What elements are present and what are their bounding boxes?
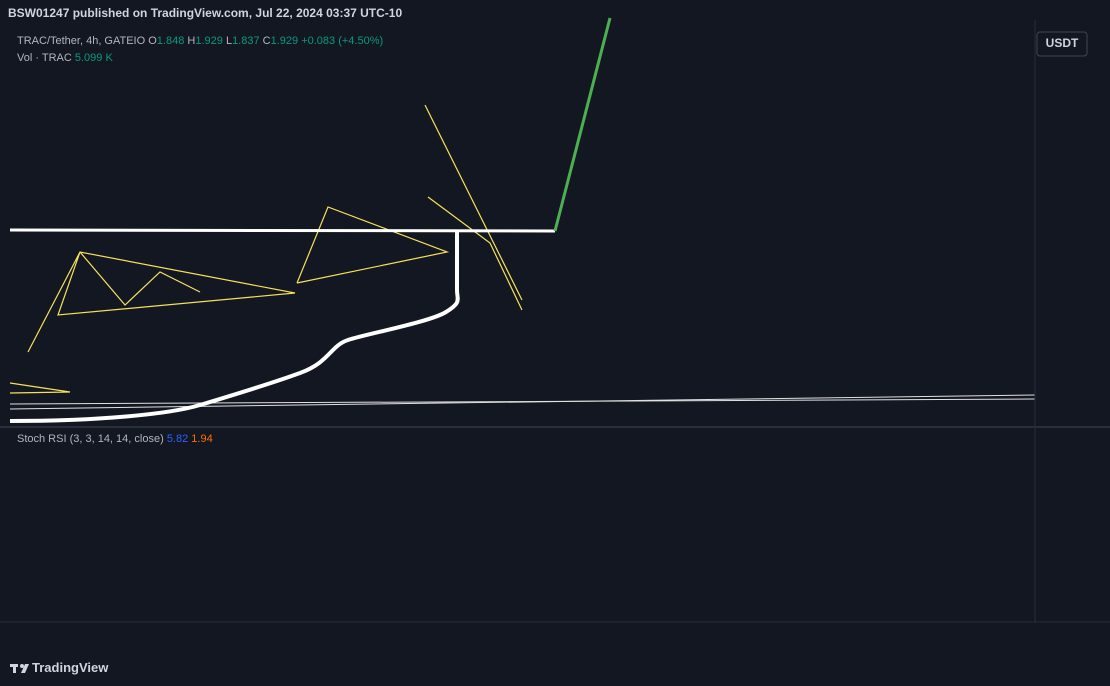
projection-line [553, 17, 612, 232]
volume-legend: Vol · TRAC 5.099 K [17, 52, 113, 64]
drawings [9, 17, 1036, 423]
wedge-line [427, 196, 523, 311]
triangle-drawing [296, 206, 450, 284]
brand-logo [10, 664, 29, 673]
trend-line [9, 398, 1036, 405]
high-value: 1.929 [195, 35, 223, 47]
wedge-line [424, 104, 523, 301]
symbol: TRAC/Tether, 4h, GATEIO [17, 35, 146, 47]
close-value: 1.929 [270, 35, 299, 47]
low-value: 1.837 [232, 35, 260, 47]
stoch-legend: Stoch RSI (3, 3, 14, 14, close) 5.82 1.9… [17, 433, 213, 445]
ohlc-letter: H [187, 35, 196, 47]
change: +0.083 (+4.50%) [301, 35, 384, 47]
volume-name: Vol · TRAC [17, 52, 72, 64]
k-value: 5.82 [166, 433, 189, 445]
ohlc-letter: L [225, 35, 233, 47]
currency-button[interactable] [1036, 31, 1088, 57]
level-drawing [9, 228, 556, 233]
currency-label[interactable]: USDT [1046, 36, 1079, 50]
stoch-title: Stoch RSI (3, 3, 14, 14, close) [17, 433, 164, 445]
curve-drawing [9, 232, 460, 423]
brand: TradingView [32, 660, 109, 675]
d-value: 1.94 [191, 433, 213, 445]
open-value: 1.848 [156, 35, 185, 47]
pattern-drawing [9, 382, 71, 394]
ohlc-letter: C [262, 35, 271, 47]
ohlc-letter: O [148, 35, 157, 47]
volume-value: 5.099 K [74, 52, 113, 64]
price-legend: TRAC/Tether, 4h, GATEIO O1.848 H1.929 L1… [17, 35, 383, 47]
publish-note: BSW01247 published on TradingView.com, J… [8, 6, 403, 20]
triangle-drawing [27, 251, 296, 353]
pattern-drawing [79, 251, 201, 306]
